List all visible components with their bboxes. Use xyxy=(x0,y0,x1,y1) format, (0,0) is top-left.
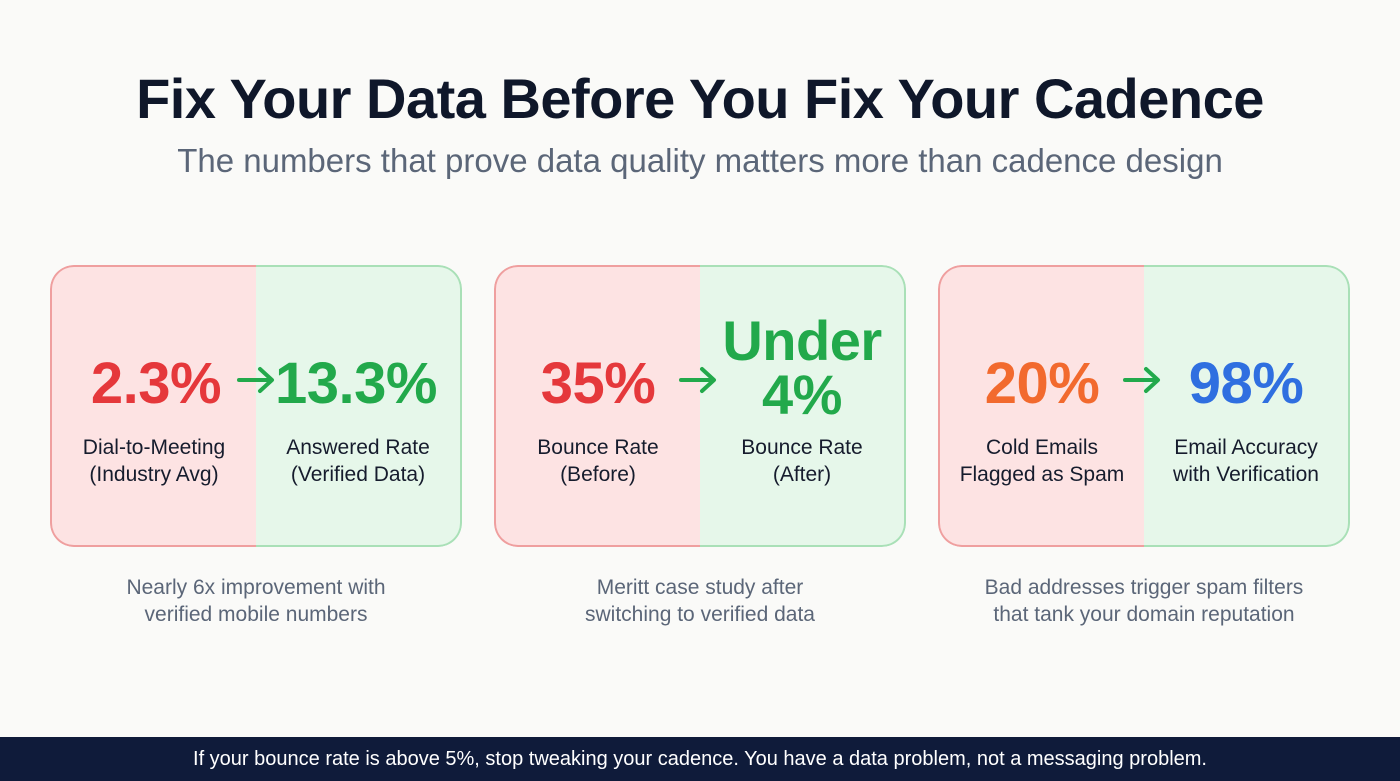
after-value: 98% xyxy=(1188,351,1304,416)
arrow-right-icon xyxy=(237,367,274,393)
caption-line1: Meritt case study after xyxy=(596,576,804,599)
caption-line2: switching to verified data xyxy=(585,603,815,626)
before-label: Dial-to-Meeting (Industry Avg) xyxy=(52,434,256,488)
after-panel: Under 4% Bounce Rate (After) xyxy=(700,265,906,547)
after-label-line2: with Verification xyxy=(1173,463,1319,486)
caption-line2: that tank your domain reputation xyxy=(993,603,1295,626)
before-label-line1: Dial-to-Meeting xyxy=(82,436,226,459)
before-label-line1: Cold Emails xyxy=(985,436,1099,459)
before-value: 2.3% xyxy=(90,351,222,416)
before-value: 35% xyxy=(540,351,656,416)
after-value: 13.3% xyxy=(275,351,437,416)
caption-dial-to-meeting: Nearly 6x improvement with verified mobi… xyxy=(50,574,462,628)
arrow-right-icon xyxy=(679,367,716,393)
stat-card-email-spam: 20% Cold Emails Flagged as Spam 98% Emai… xyxy=(938,265,1350,547)
before-panel: 35% Bounce Rate (Before) xyxy=(494,265,700,547)
after-label-line2: (Verified Data) xyxy=(290,463,426,486)
caption-line2: verified mobile numbers xyxy=(144,603,368,626)
after-label: Bounce Rate (After) xyxy=(700,434,904,488)
before-label-line2: (Before) xyxy=(560,463,636,486)
before-label-line2: Flagged as Spam xyxy=(959,463,1125,486)
footer-text: If your bounce rate is above 5%, stop tw… xyxy=(193,747,1207,770)
page-subtitle: The numbers that prove data quality matt… xyxy=(177,142,1223,179)
stat-card-bounce-rate: 35% Bounce Rate (Before) Under 4% Bounce… xyxy=(494,265,906,547)
footer-banner: If your bounce rate is above 5%, stop tw… xyxy=(0,737,1400,781)
after-value-line2: 4% xyxy=(762,363,842,426)
caption-line1: Bad addresses trigger spam filters xyxy=(984,576,1304,599)
stat-card-dial-to-meeting: 2.3% Dial-to-Meeting (Industry Avg) 13.3… xyxy=(50,265,462,547)
caption-line1: Nearly 6x improvement with xyxy=(126,576,386,599)
after-panel: 98% Email Accuracy with Verification xyxy=(1144,265,1350,547)
before-label: Cold Emails Flagged as Spam xyxy=(940,434,1144,488)
after-value-line1: Under xyxy=(722,309,882,372)
caption-bounce-rate: Meritt case study after switching to ver… xyxy=(494,574,906,628)
after-label: Email Accuracy with Verification xyxy=(1144,434,1348,488)
after-label-line2: (After) xyxy=(772,463,832,486)
after-label-line1: Answered Rate xyxy=(286,436,430,459)
before-panel: 2.3% Dial-to-Meeting (Industry Avg) xyxy=(50,265,256,547)
page-title: Fix Your Data Before You Fix Your Cadenc… xyxy=(136,67,1264,130)
before-panel: 20% Cold Emails Flagged as Spam xyxy=(938,265,1144,547)
after-label: Answered Rate (Verified Data) xyxy=(256,434,460,488)
after-label-line1: Bounce Rate xyxy=(741,436,863,459)
before-label-line2: (Industry Avg) xyxy=(89,463,219,486)
before-value: 20% xyxy=(984,351,1100,416)
caption-email-spam: Bad addresses trigger spam filters that … xyxy=(938,574,1350,628)
before-label-line1: Bounce Rate xyxy=(537,436,659,459)
after-panel: 13.3% Answered Rate (Verified Data) xyxy=(256,265,462,547)
arrow-right-icon xyxy=(1123,367,1160,393)
before-label: Bounce Rate (Before) xyxy=(496,434,700,488)
after-label-line1: Email Accuracy xyxy=(1174,436,1318,459)
